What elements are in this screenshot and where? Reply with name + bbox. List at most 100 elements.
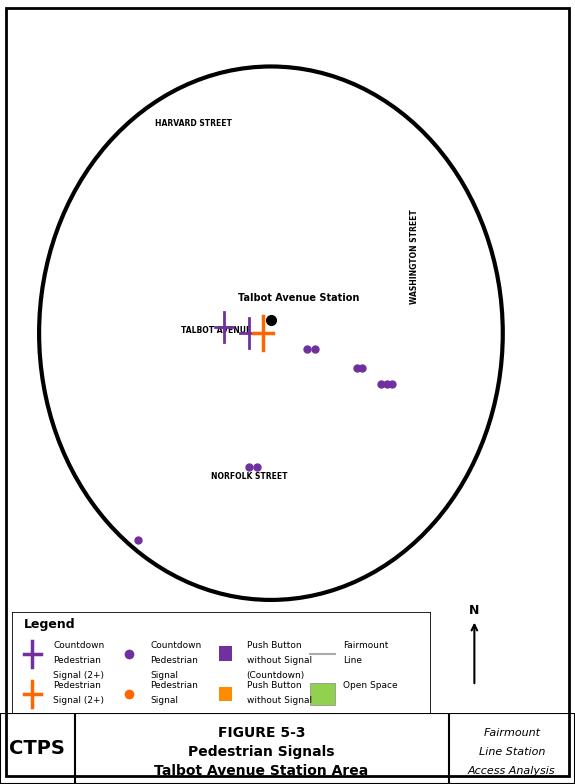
Bar — [339, 488, 361, 508]
Bar — [154, 71, 163, 88]
Bar — [477, 619, 489, 633]
Bar — [517, 332, 543, 341]
Bar — [432, 577, 446, 587]
Bar — [394, 178, 411, 193]
Bar — [197, 611, 216, 630]
Bar — [137, 492, 150, 514]
Bar — [414, 145, 428, 163]
Bar — [517, 584, 543, 595]
Bar — [450, 589, 473, 602]
Bar — [197, 589, 216, 606]
Bar — [477, 322, 489, 333]
Bar — [197, 202, 216, 220]
Bar — [315, 473, 409, 555]
Bar — [450, 140, 473, 151]
Bar — [432, 47, 446, 56]
Bar — [365, 547, 390, 557]
Bar — [312, 434, 335, 443]
Bar — [166, 527, 193, 550]
Bar — [394, 490, 411, 506]
Bar — [89, 528, 102, 550]
Bar — [166, 282, 243, 409]
Bar — [432, 630, 446, 649]
Bar — [61, 213, 85, 230]
Bar — [262, 353, 284, 375]
Bar — [106, 145, 133, 158]
Bar — [288, 264, 308, 273]
Bar — [493, 362, 513, 376]
Bar — [219, 82, 233, 96]
Bar — [414, 321, 428, 330]
Bar — [219, 584, 233, 607]
Bar — [61, 639, 85, 649]
Bar — [493, 67, 513, 77]
Bar — [154, 177, 163, 193]
Bar — [432, 345, 446, 361]
Bar — [288, 633, 308, 649]
Bar — [262, 138, 284, 159]
Bar — [13, 569, 29, 579]
Bar — [106, 131, 133, 141]
Bar — [106, 341, 133, 359]
Bar — [262, 27, 284, 49]
Bar — [312, 324, 335, 337]
Bar — [137, 182, 150, 202]
Bar — [219, 270, 233, 281]
Bar — [219, 537, 233, 555]
Bar — [450, 440, 473, 449]
Bar — [237, 348, 258, 365]
Bar — [237, 310, 258, 325]
Bar — [166, 625, 193, 632]
Bar — [477, 514, 489, 529]
Bar — [33, 602, 57, 620]
Bar — [197, 499, 216, 512]
Bar — [394, 398, 411, 417]
Bar — [137, 311, 150, 332]
Bar — [365, 291, 390, 314]
Bar — [166, 229, 193, 244]
Bar — [89, 349, 102, 369]
Bar — [13, 474, 29, 492]
Bar — [414, 335, 428, 344]
Bar — [262, 437, 284, 451]
Bar — [33, 405, 57, 416]
Bar — [154, 348, 163, 359]
Bar — [219, 491, 233, 500]
Bar — [166, 158, 193, 176]
Bar — [262, 506, 284, 525]
Bar — [219, 230, 233, 249]
Bar — [432, 484, 446, 498]
Bar — [89, 636, 102, 649]
Bar — [197, 482, 216, 495]
Bar — [89, 585, 102, 593]
Bar — [477, 151, 489, 171]
Bar — [493, 304, 513, 323]
Bar — [517, 316, 543, 327]
Bar — [89, 90, 102, 112]
Bar — [13, 72, 29, 80]
Bar — [33, 51, 57, 71]
Bar — [450, 103, 473, 121]
Bar — [61, 280, 85, 289]
Bar — [219, 218, 233, 225]
Bar — [33, 303, 57, 324]
Bar — [89, 483, 102, 500]
Bar — [33, 89, 57, 104]
Bar — [450, 530, 473, 543]
Bar — [89, 162, 102, 176]
Bar — [61, 534, 85, 554]
Bar — [106, 379, 133, 401]
Bar — [166, 118, 193, 131]
Bar — [166, 554, 193, 576]
Bar — [262, 607, 284, 628]
Bar — [339, 348, 361, 356]
Bar — [33, 282, 57, 299]
Bar — [339, 614, 361, 631]
Text: Talbot Avenue Station: Talbot Avenue Station — [238, 293, 359, 303]
Bar — [106, 405, 133, 420]
Bar — [414, 88, 428, 105]
Bar — [517, 134, 543, 155]
Bar — [365, 220, 390, 239]
Bar — [166, 28, 193, 49]
Bar — [339, 321, 361, 343]
